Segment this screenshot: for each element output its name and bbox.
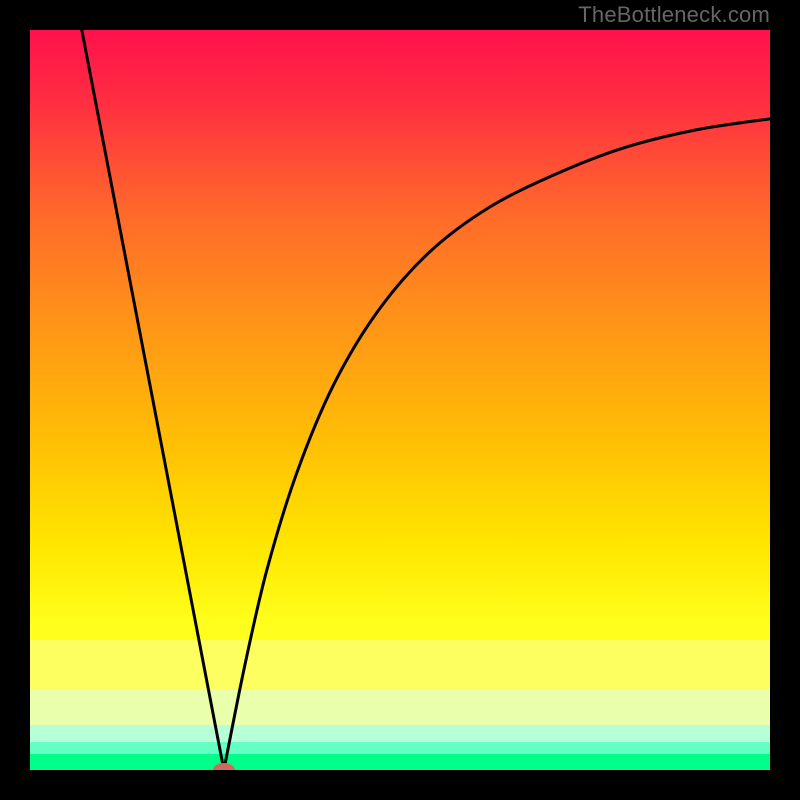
- watermark-text: TheBottleneck.com: [578, 2, 770, 28]
- chart-svg: [30, 30, 770, 770]
- bottom-color-bands: [30, 640, 770, 770]
- chart-frame: TheBottleneck.com: [0, 0, 800, 800]
- plot-area: [30, 30, 770, 770]
